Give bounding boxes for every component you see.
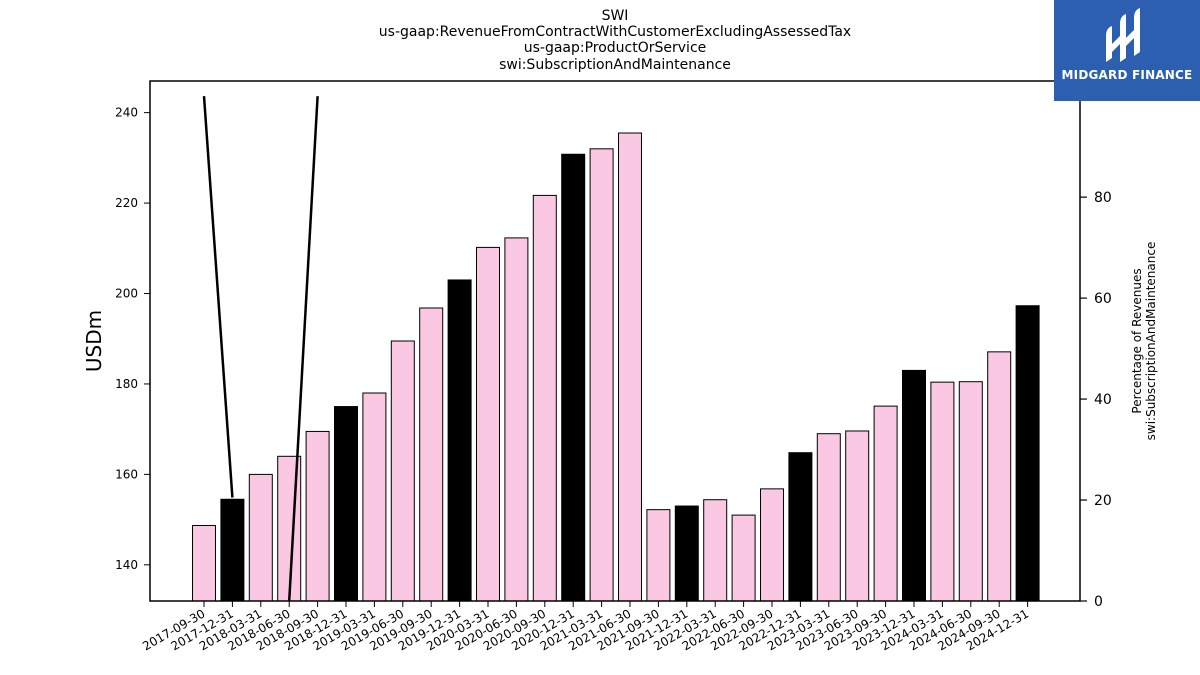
bar — [419, 307, 444, 602]
y-axis-label: USDm — [82, 310, 106, 372]
y-tick-label: 140 — [115, 558, 138, 572]
bar — [646, 509, 671, 602]
bar — [1015, 305, 1040, 602]
bar — [362, 392, 387, 602]
bar — [788, 452, 813, 602]
y2-tick-label: 0 — [1094, 594, 1103, 610]
y-tick-label: 160 — [115, 467, 138, 481]
bar — [618, 132, 642, 602]
logo-text: MIDGARD FINANCE — [1061, 68, 1193, 82]
y2-axis-label-line: Percentage of Revenues — [1130, 268, 1144, 413]
bar — [760, 488, 784, 602]
y2-tick-label: 20 — [1094, 493, 1112, 509]
bar — [476, 246, 500, 602]
x-axis: 2017-09-302017-12-312018-03-312018-06-30… — [140, 601, 1031, 653]
percentage-line — [202, 96, 234, 498]
bar — [703, 499, 728, 602]
bar — [902, 369, 926, 602]
bar — [674, 505, 699, 602]
chart-title: SWI us-gaap:RevenueFromContractWithCusto… — [379, 8, 851, 73]
y2-tick-label: 60 — [1094, 291, 1112, 307]
y-tick-label: 220 — [115, 196, 138, 210]
bar — [305, 430, 330, 602]
bar — [192, 524, 216, 602]
plot-frame — [149, 80, 1081, 602]
logo-mark-icon — [1106, 8, 1140, 62]
bar — [958, 381, 983, 602]
bar — [561, 153, 586, 602]
chart-title-line: us-gaap:ProductOrService — [524, 40, 707, 56]
y-tick-label: 200 — [115, 287, 138, 301]
bar — [873, 405, 898, 602]
bar-group — [192, 132, 1040, 602]
y-tick-label: 240 — [115, 106, 138, 120]
y2-axis-label: Percentage of Revenues swi:SubscriptionA… — [1130, 242, 1158, 441]
y-axis-left: 140 160 180 200 220 240 — [115, 106, 150, 572]
midgard-finance-logo: MIDGARD FINANCE — [1054, 0, 1200, 101]
percentage-line — [287, 96, 319, 602]
chart-title-line: SWI — [602, 8, 629, 24]
chart-title-line: swi:SubscriptionAndMaintenance — [499, 57, 731, 73]
bar — [390, 340, 415, 602]
y2-tick-label: 80 — [1094, 190, 1112, 206]
bar — [589, 148, 614, 602]
bar — [248, 473, 273, 602]
bar — [334, 406, 358, 602]
y2-tick-label: 40 — [1094, 392, 1112, 408]
percentage-line-layer — [202, 96, 319, 602]
y-axis-right: 020406080100 — [1080, 89, 1121, 610]
bar — [816, 433, 841, 602]
y-tick-label: 180 — [115, 377, 138, 391]
bar — [987, 351, 1012, 602]
chart-title-line: us-gaap:RevenueFromContractWithCustomerE… — [379, 24, 851, 40]
bar — [447, 279, 472, 602]
y2-axis-label-line: swi:SubscriptionAndMaintenance — [1144, 242, 1158, 441]
bar — [220, 498, 245, 602]
bar — [504, 237, 529, 602]
bar — [930, 381, 955, 602]
bar — [731, 514, 756, 602]
bar — [532, 194, 557, 602]
bar — [845, 430, 870, 602]
